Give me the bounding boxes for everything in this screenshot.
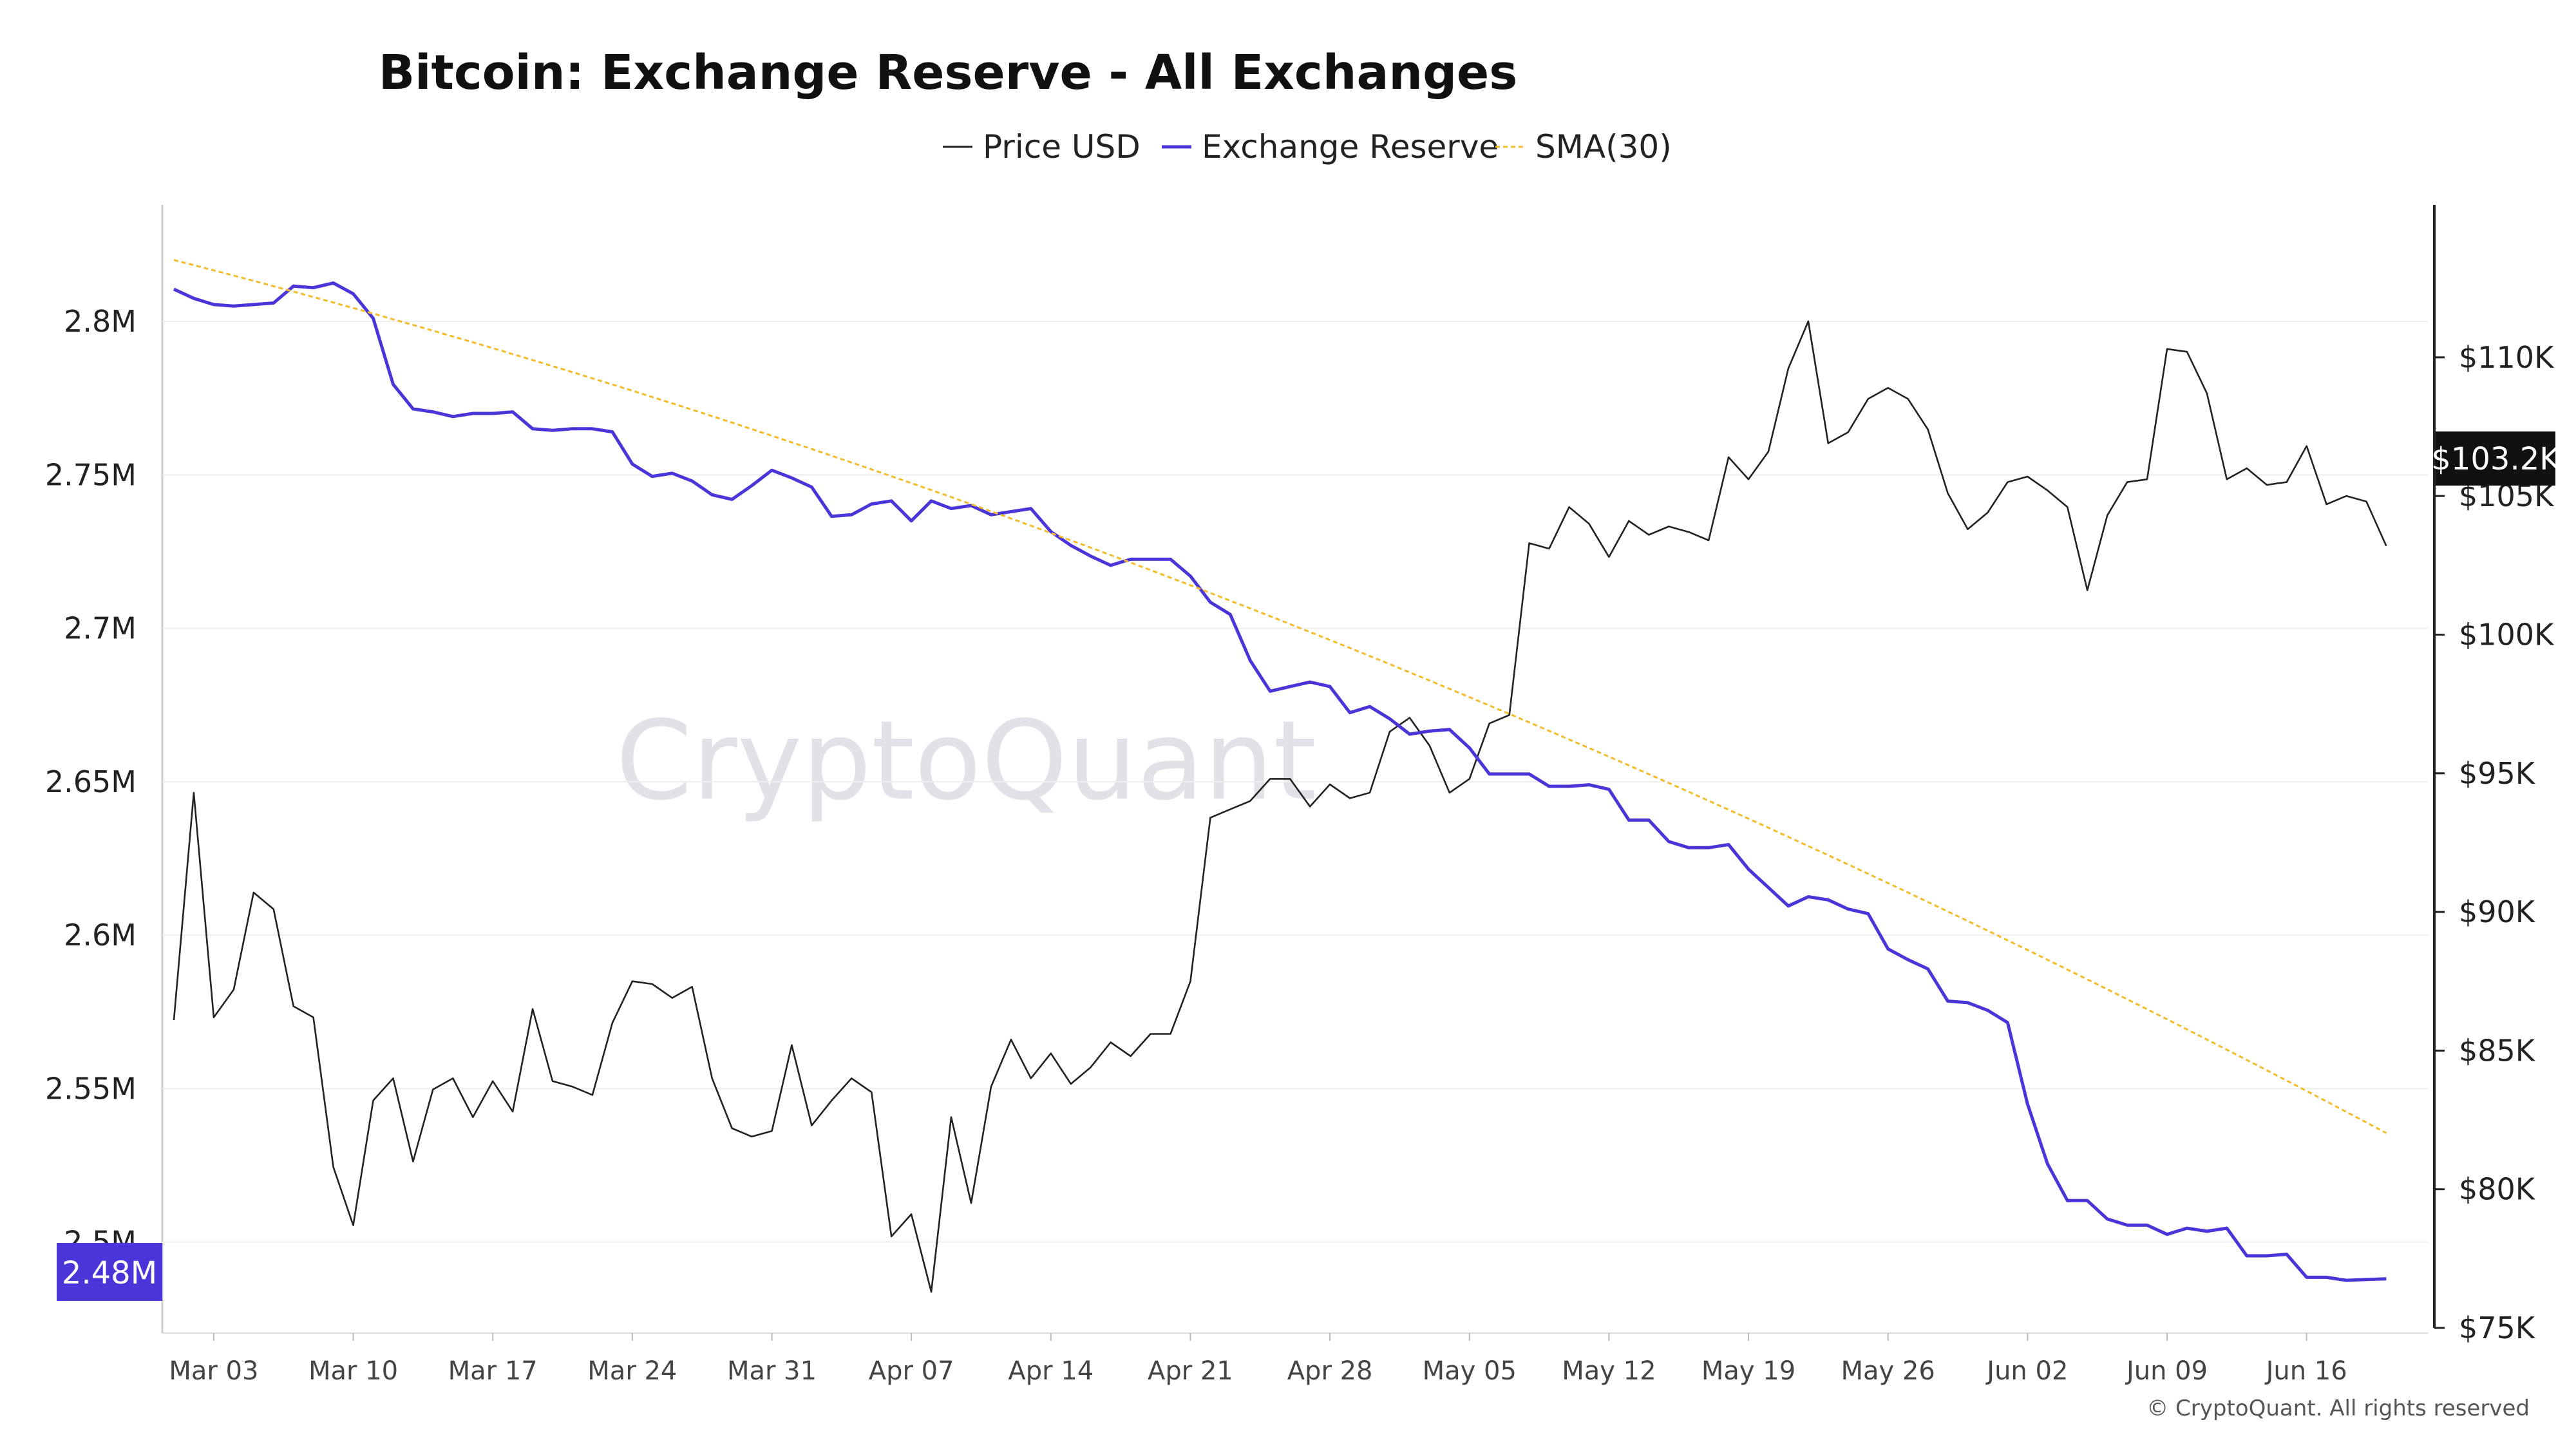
x-tick-label: Jun 09 — [2125, 1356, 2208, 1386]
x-tick-label: Jun 16 — [2264, 1356, 2347, 1386]
price-badge: $103.2K — [2431, 431, 2561, 486]
right-tick-label: $110K — [2459, 340, 2555, 375]
legend-label: Price USD — [983, 128, 1141, 166]
right-tick-label: $75K — [2459, 1311, 2536, 1345]
x-tick-label: Mar 31 — [727, 1356, 817, 1386]
right-tick-label: $80K — [2459, 1172, 2536, 1207]
legend-item-price-usd: Price USD — [943, 128, 1141, 166]
reserve-badge-box — [57, 1243, 162, 1301]
x-tick-label: May 12 — [1562, 1356, 1656, 1386]
legend-item-exchange-reserve: Exchange Reserve — [1162, 128, 1499, 166]
reserve-badge-label: 2.48M — [62, 1255, 157, 1291]
left-tick-label: 2.8M — [64, 304, 137, 339]
x-tick-label: May 26 — [1841, 1356, 1935, 1386]
x-tick-label: Mar 10 — [308, 1356, 398, 1386]
reserve-badge: 2.48M — [57, 1243, 162, 1301]
x-tick-label: Apr 14 — [1008, 1356, 1094, 1386]
right-axis-ticks: $75K$80K$85K$90K$95K$100K$105K$110K — [2434, 340, 2555, 1345]
price-badge-label: $103.2K — [2431, 441, 2561, 477]
left-tick-label: 2.6M — [64, 918, 137, 952]
x-tick-label: Mar 17 — [448, 1356, 538, 1386]
gridlines — [162, 321, 2428, 1243]
right-tick-label: $100K — [2459, 617, 2555, 652]
price-badge-box — [2436, 431, 2555, 486]
exchange-reserve-line — [173, 281, 2387, 1282]
x-tick-label: May 05 — [1423, 1356, 1517, 1386]
x-tick-label: Apr 21 — [1148, 1356, 1233, 1386]
left-tick-label: 2.7M — [64, 611, 137, 646]
price-usd-line — [173, 320, 2387, 1293]
legend-item-sma30: SMA(30) — [1495, 128, 1672, 166]
copyright-notice: © CryptoQuant. All rights reserved — [2146, 1396, 2530, 1421]
left-tick-label: 2.75M — [45, 457, 137, 492]
right-tick-label: $95K — [2459, 756, 2536, 791]
sma30-line — [173, 259, 2387, 1134]
x-tick-label: Jun 02 — [1985, 1356, 2068, 1386]
left-tick-label: 2.65M — [45, 764, 137, 799]
x-tick-label: Mar 24 — [587, 1356, 677, 1386]
right-tick-label: $90K — [2459, 895, 2536, 929]
left-tick-label: 2.55M — [45, 1071, 137, 1106]
series-lines — [173, 259, 2387, 1293]
x-tick-label: Mar 03 — [169, 1356, 258, 1386]
x-tick-label: Apr 07 — [869, 1356, 954, 1386]
legend-label: SMA(30) — [1535, 128, 1672, 166]
legend: Price USD Exchange Reserve SMA(30) — [943, 128, 1672, 166]
legend-label: Exchange Reserve — [1202, 128, 1499, 166]
x-tick-label: Apr 28 — [1287, 1356, 1373, 1386]
right-tick-label: $85K — [2459, 1033, 2536, 1068]
chart-title: Bitcoin: Exchange Reserve - All Exchange… — [379, 45, 1518, 100]
x-tick-label: May 19 — [1701, 1356, 1795, 1386]
x-axis-ticks: Mar 03 Mar 10 Mar 17 Mar 24 Mar 31 Apr 07 Apr … — [169, 1333, 2347, 1386]
watermark: CryptoQuant — [616, 697, 1316, 825]
